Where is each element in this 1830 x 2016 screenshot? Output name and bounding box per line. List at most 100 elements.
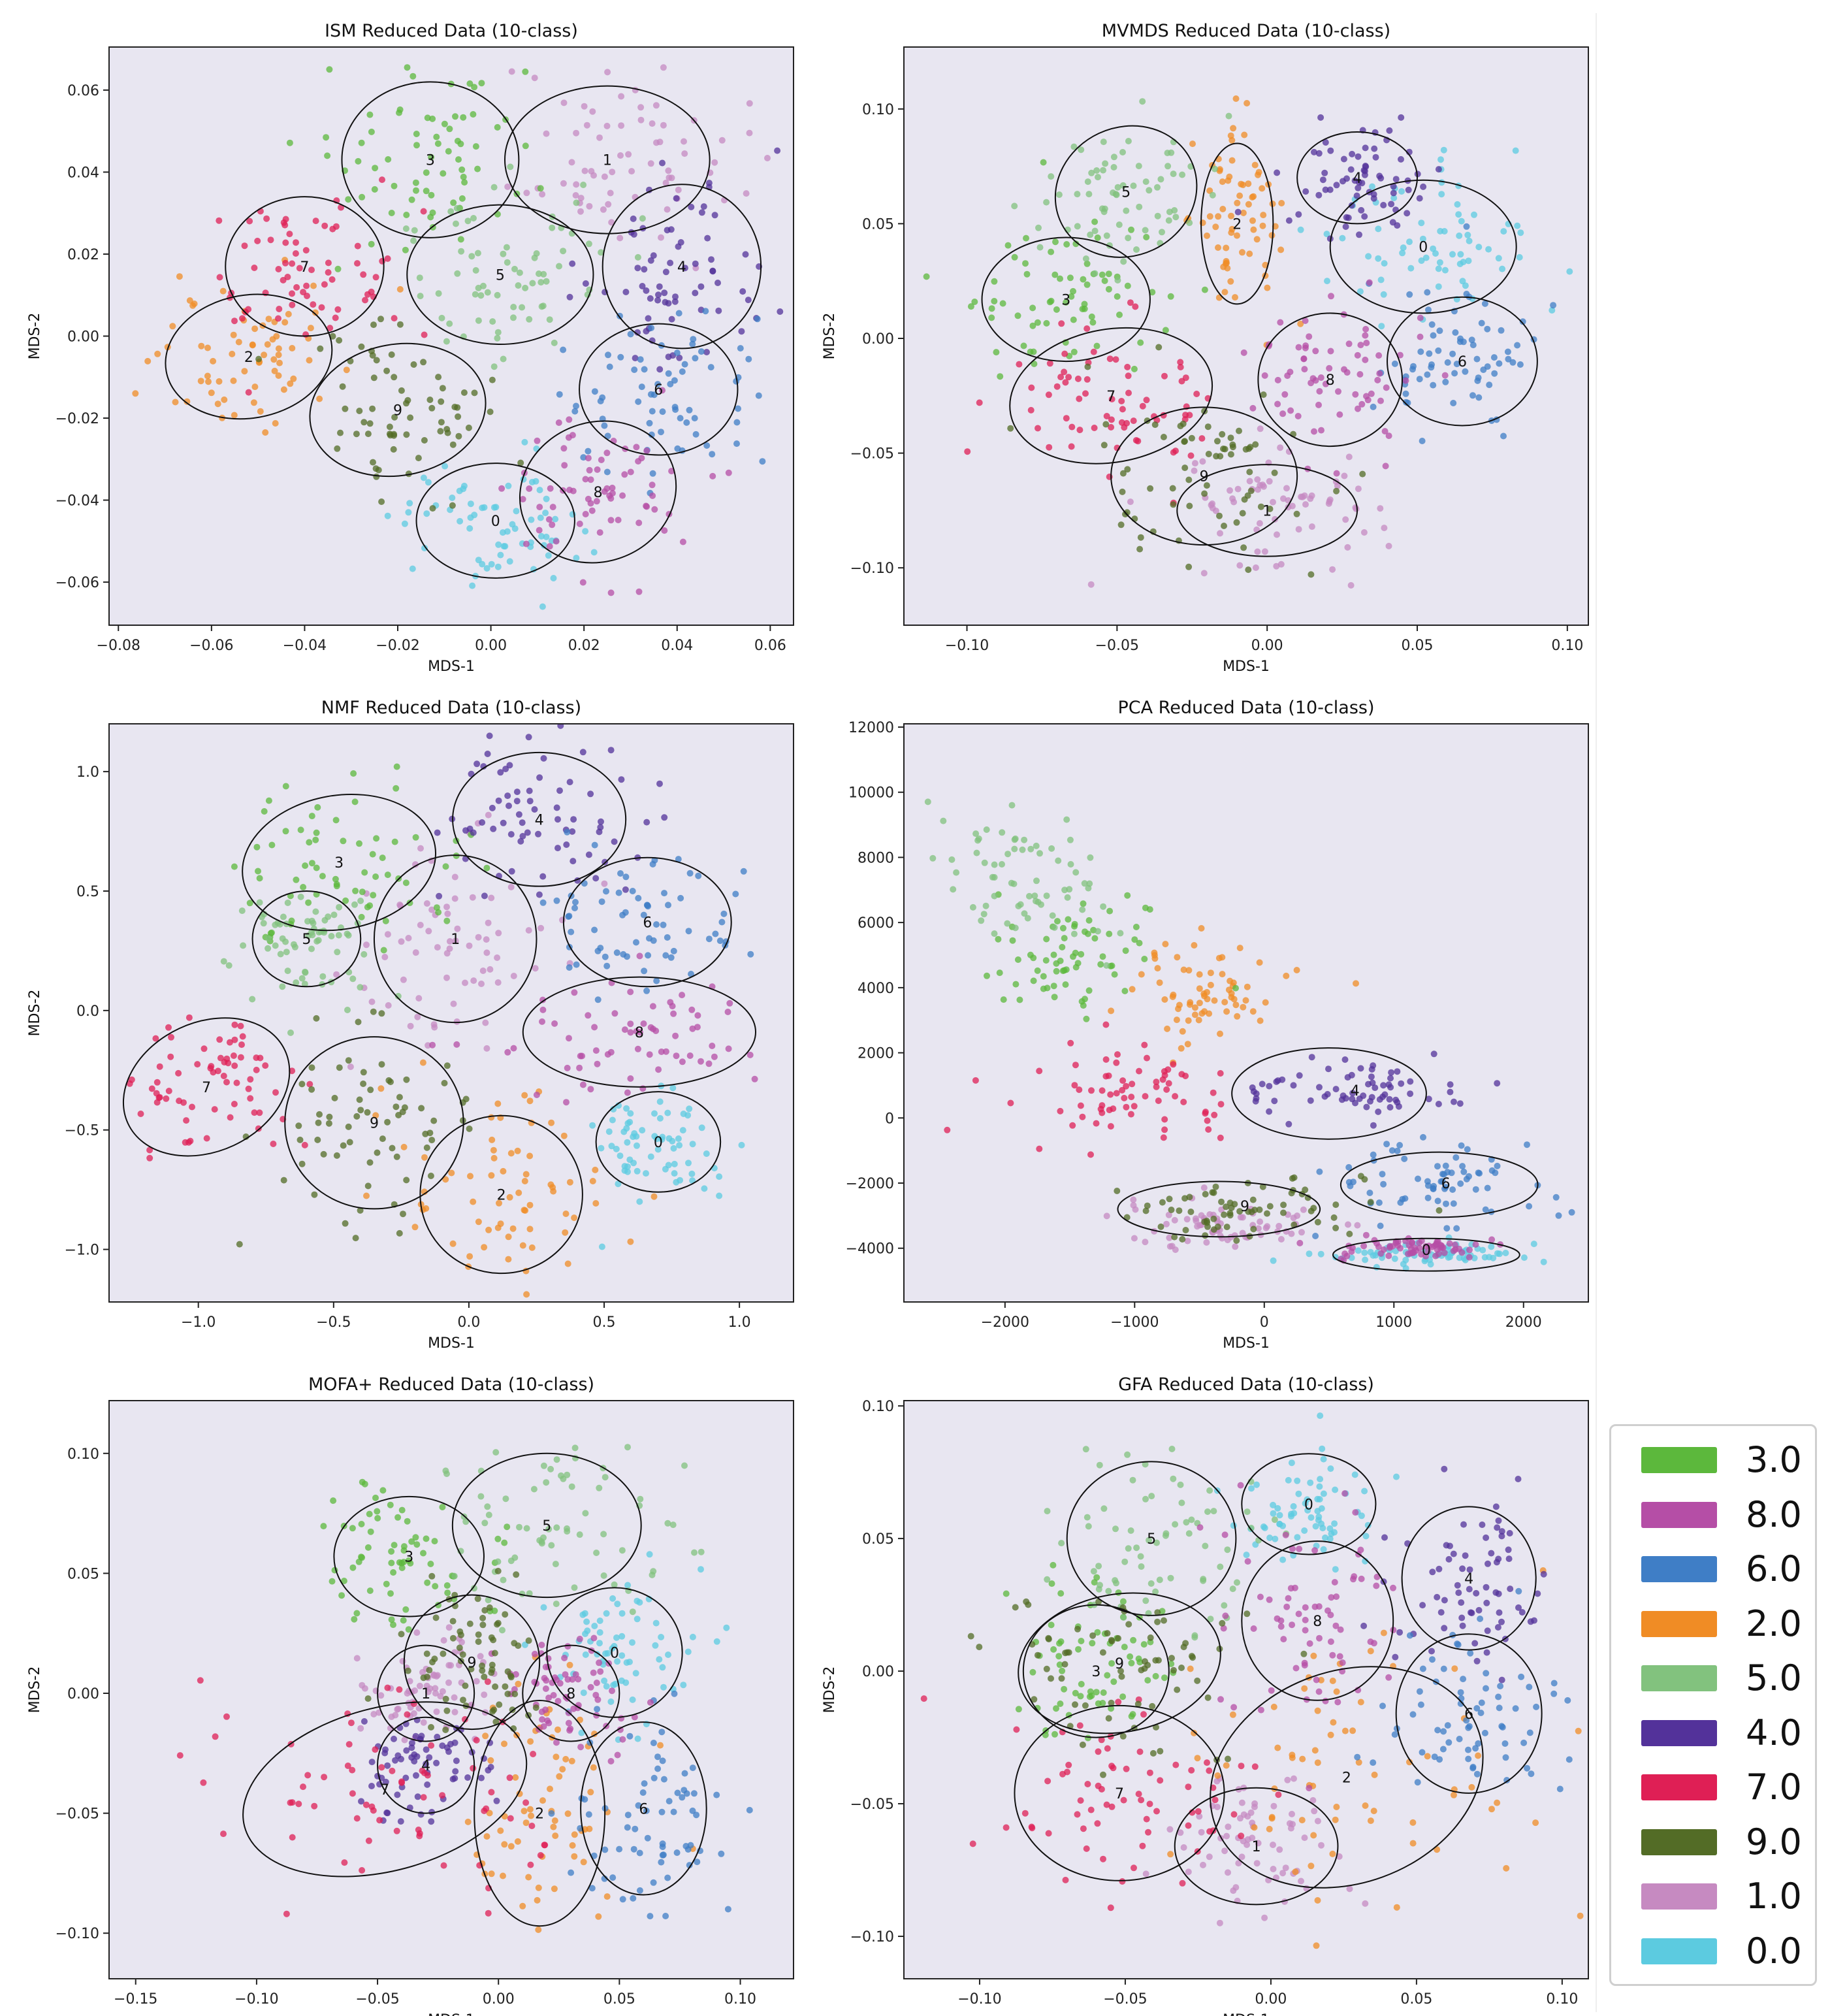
data-point [345, 1057, 352, 1064]
data-point [1161, 1617, 1167, 1624]
data-point [1316, 388, 1323, 395]
data-point [349, 1790, 356, 1797]
data-point [230, 377, 237, 384]
data-point [560, 99, 568, 106]
data-point [443, 1582, 451, 1589]
legend-swatch [1641, 1883, 1717, 1910]
data-point [367, 1528, 374, 1535]
data-point [1407, 1090, 1414, 1097]
data-point [577, 195, 585, 202]
data-point [1398, 188, 1405, 195]
data-point [1259, 481, 1266, 489]
data-point [735, 405, 741, 412]
data-point [361, 419, 368, 426]
data-point [312, 908, 319, 915]
data-point [764, 155, 771, 161]
data-point [354, 260, 361, 267]
data-point [1194, 1755, 1201, 1762]
data-point [633, 939, 639, 946]
data-point [658, 1729, 666, 1736]
legend-label: 3.0 [1746, 1439, 1802, 1480]
data-point [1196, 1222, 1203, 1229]
data-point [526, 1201, 534, 1209]
data-point [1154, 212, 1161, 219]
data-point [1182, 374, 1189, 382]
data-point [210, 1069, 217, 1076]
data-point [673, 1849, 681, 1856]
data-point [1481, 1729, 1488, 1736]
y-tick-label: −0.10 [850, 561, 894, 577]
data-point [632, 355, 639, 362]
data-point [1142, 1093, 1149, 1100]
data-point [1180, 966, 1187, 973]
data-point [1405, 186, 1412, 193]
data-point [1462, 1552, 1469, 1559]
data-point [1332, 1224, 1340, 1231]
data-point [424, 1673, 430, 1680]
data-point [1256, 1206, 1263, 1213]
data-point [1294, 1477, 1301, 1484]
data-point [1075, 1646, 1082, 1653]
data-point [1225, 1869, 1231, 1876]
data-point [379, 176, 385, 184]
data-point [1257, 1218, 1264, 1226]
data-point [384, 871, 391, 879]
data-point [1266, 478, 1273, 485]
data-point [1285, 1595, 1292, 1602]
data-point [311, 1802, 318, 1810]
cluster-ellipse [406, 204, 594, 346]
data-point [1394, 1147, 1401, 1154]
data-point [451, 1572, 458, 1580]
data-point [460, 482, 468, 489]
data-point [553, 1456, 560, 1463]
data-point [1088, 313, 1095, 320]
data-point [1388, 201, 1395, 208]
data-point [1105, 1587, 1112, 1595]
data-point [658, 1859, 665, 1866]
data-point [354, 242, 361, 250]
data-point [351, 901, 358, 908]
data-point [370, 1711, 377, 1717]
data-point [335, 932, 342, 939]
cluster-label: 9 [1200, 469, 1209, 485]
data-point [660, 921, 667, 928]
data-point [1301, 1662, 1308, 1669]
data-point [629, 888, 636, 894]
data-point [344, 1763, 351, 1769]
data-point [588, 507, 596, 514]
data-point [310, 920, 317, 927]
data-point [610, 1682, 617, 1689]
data-point [634, 253, 641, 261]
data-point [293, 979, 300, 986]
data-point [361, 1718, 368, 1725]
data-point [1345, 1221, 1351, 1228]
cluster-label: 9 [370, 1116, 379, 1132]
data-point [627, 1110, 634, 1117]
data-point [1361, 213, 1368, 220]
data-point [1424, 1194, 1432, 1201]
data-point [1549, 307, 1556, 314]
data-point [391, 315, 398, 322]
data-point [434, 140, 441, 147]
data-point [475, 1638, 482, 1645]
data-point [204, 344, 211, 351]
data-point [587, 1789, 594, 1796]
data-point [359, 1478, 366, 1486]
data-point [1317, 114, 1324, 121]
data-point [1317, 1476, 1324, 1483]
data-point [1234, 1013, 1241, 1020]
data-point [1418, 257, 1425, 264]
data-point [1134, 438, 1142, 445]
data-point [1093, 1574, 1100, 1581]
data-point [519, 1242, 526, 1249]
data-point [396, 285, 404, 293]
data-point [1157, 1748, 1164, 1755]
data-point [371, 186, 378, 193]
data-point [1225, 1823, 1232, 1830]
data-point [523, 1291, 530, 1298]
data-point [1261, 548, 1268, 555]
data-point [521, 1178, 528, 1184]
data-point [1322, 139, 1329, 146]
data-point [1316, 1634, 1323, 1642]
